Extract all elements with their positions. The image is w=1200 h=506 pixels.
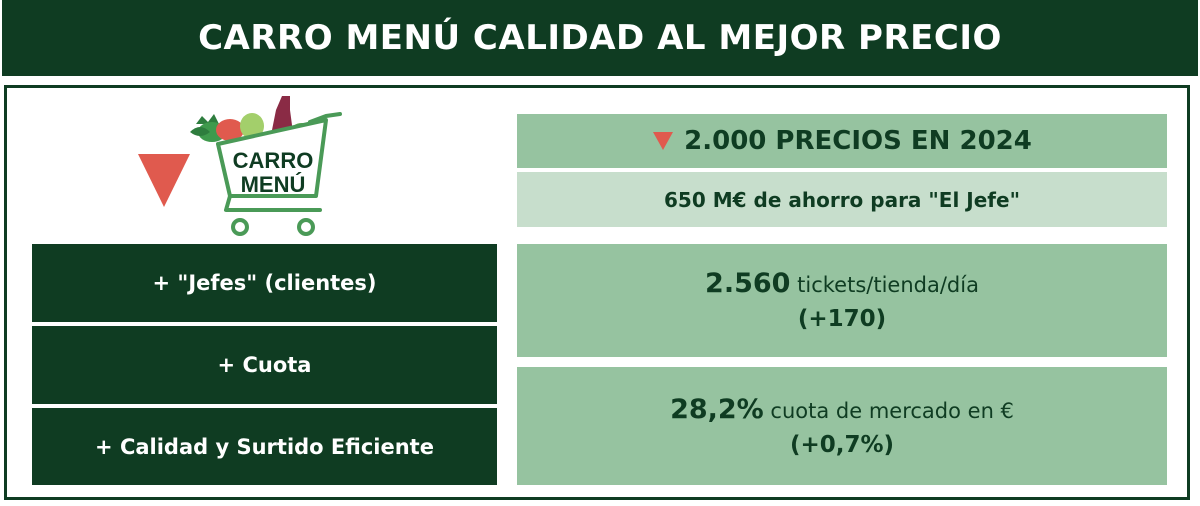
- tickets-value: 2.560: [705, 268, 791, 300]
- logo-text-menu: MENÚ: [241, 172, 306, 197]
- left-item-label: + Cuota: [217, 353, 312, 377]
- page-title: CARRO MENÚ CALIDAD AL MEJOR PRECIO: [2, 0, 1198, 76]
- savings-text: 650 M€ de ahorro para "El Jefe": [664, 187, 1020, 212]
- carro-menu-logo: CARRO MENÚ: [130, 92, 360, 242]
- savings-band: 650 M€ de ahorro para "El Jefe": [517, 172, 1167, 227]
- left-item-label: + "Jefes" (clientes): [152, 271, 377, 295]
- market-share-stat: 28,2% cuota de mercado en € (+0,7%): [517, 367, 1167, 485]
- tickets-desc: tickets/tienda/día: [797, 273, 979, 298]
- left-item-calidad: + Calidad y Surtido Eficiente: [32, 408, 497, 485]
- tickets-stat: 2.560 tickets/tienda/día (+170): [517, 244, 1167, 357]
- content-frame: [4, 85, 1190, 500]
- prices-headline-band: 2.000 PRECIOS EN 2024: [517, 114, 1167, 168]
- market-share-desc: cuota de mercado en €: [770, 398, 1014, 423]
- prices-headline: 2.000 PRECIOS EN 2024: [684, 126, 1032, 156]
- left-item-label: + Calidad y Surtido Eficiente: [95, 434, 434, 459]
- down-triangle-icon: [138, 154, 190, 207]
- left-item-cuota: + Cuota: [32, 326, 497, 404]
- tickets-change: (+170): [797, 306, 887, 333]
- market-share-value: 28,2%: [670, 393, 764, 425]
- shopping-cart-icon: [216, 112, 342, 236]
- left-item-jefes: + "Jefes" (clientes): [32, 244, 497, 322]
- market-share-change: (+0,7%): [789, 431, 895, 458]
- down-triangle-icon: [653, 132, 674, 150]
- logo-text-carro: CARRO: [233, 148, 314, 173]
